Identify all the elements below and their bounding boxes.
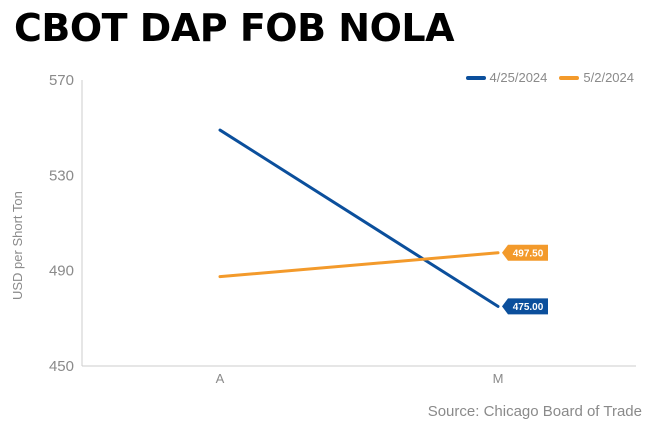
legend-item-series-2: 5/2/2024 [559,70,634,85]
chart-title: CBOT DAP FOB NOLA [14,6,455,50]
x-tick-label: A [216,371,225,386]
series-line-1 [218,128,500,308]
legend-swatch-series-1 [465,75,486,80]
legend-label-series-2: 5/2/2024 [583,70,634,85]
legend-swatch-series-2 [559,75,580,80]
y-tick-label: 490 [49,263,74,280]
legend-label-series-1: 4/25/2024 [489,70,548,85]
y-tick-label: 450 [49,358,74,375]
data-label-tag-series-2 [502,244,548,261]
series-line-2 [218,251,500,279]
data-label-tag-series-1 [502,298,548,315]
data-label-series-2: 497.50 [513,248,544,259]
data-label-series-1: 475.00 [513,302,544,313]
source-note: Source: Chicago Board of Trade [427,403,642,420]
y-tick-label: 570 [49,72,74,89]
legend-item-series-1: 4/25/2024 [465,70,548,85]
legend: 4/25/2024 5/2/2024 [465,70,634,85]
y-tick-label: 530 [49,167,74,184]
x-tick-label: M [493,371,504,386]
